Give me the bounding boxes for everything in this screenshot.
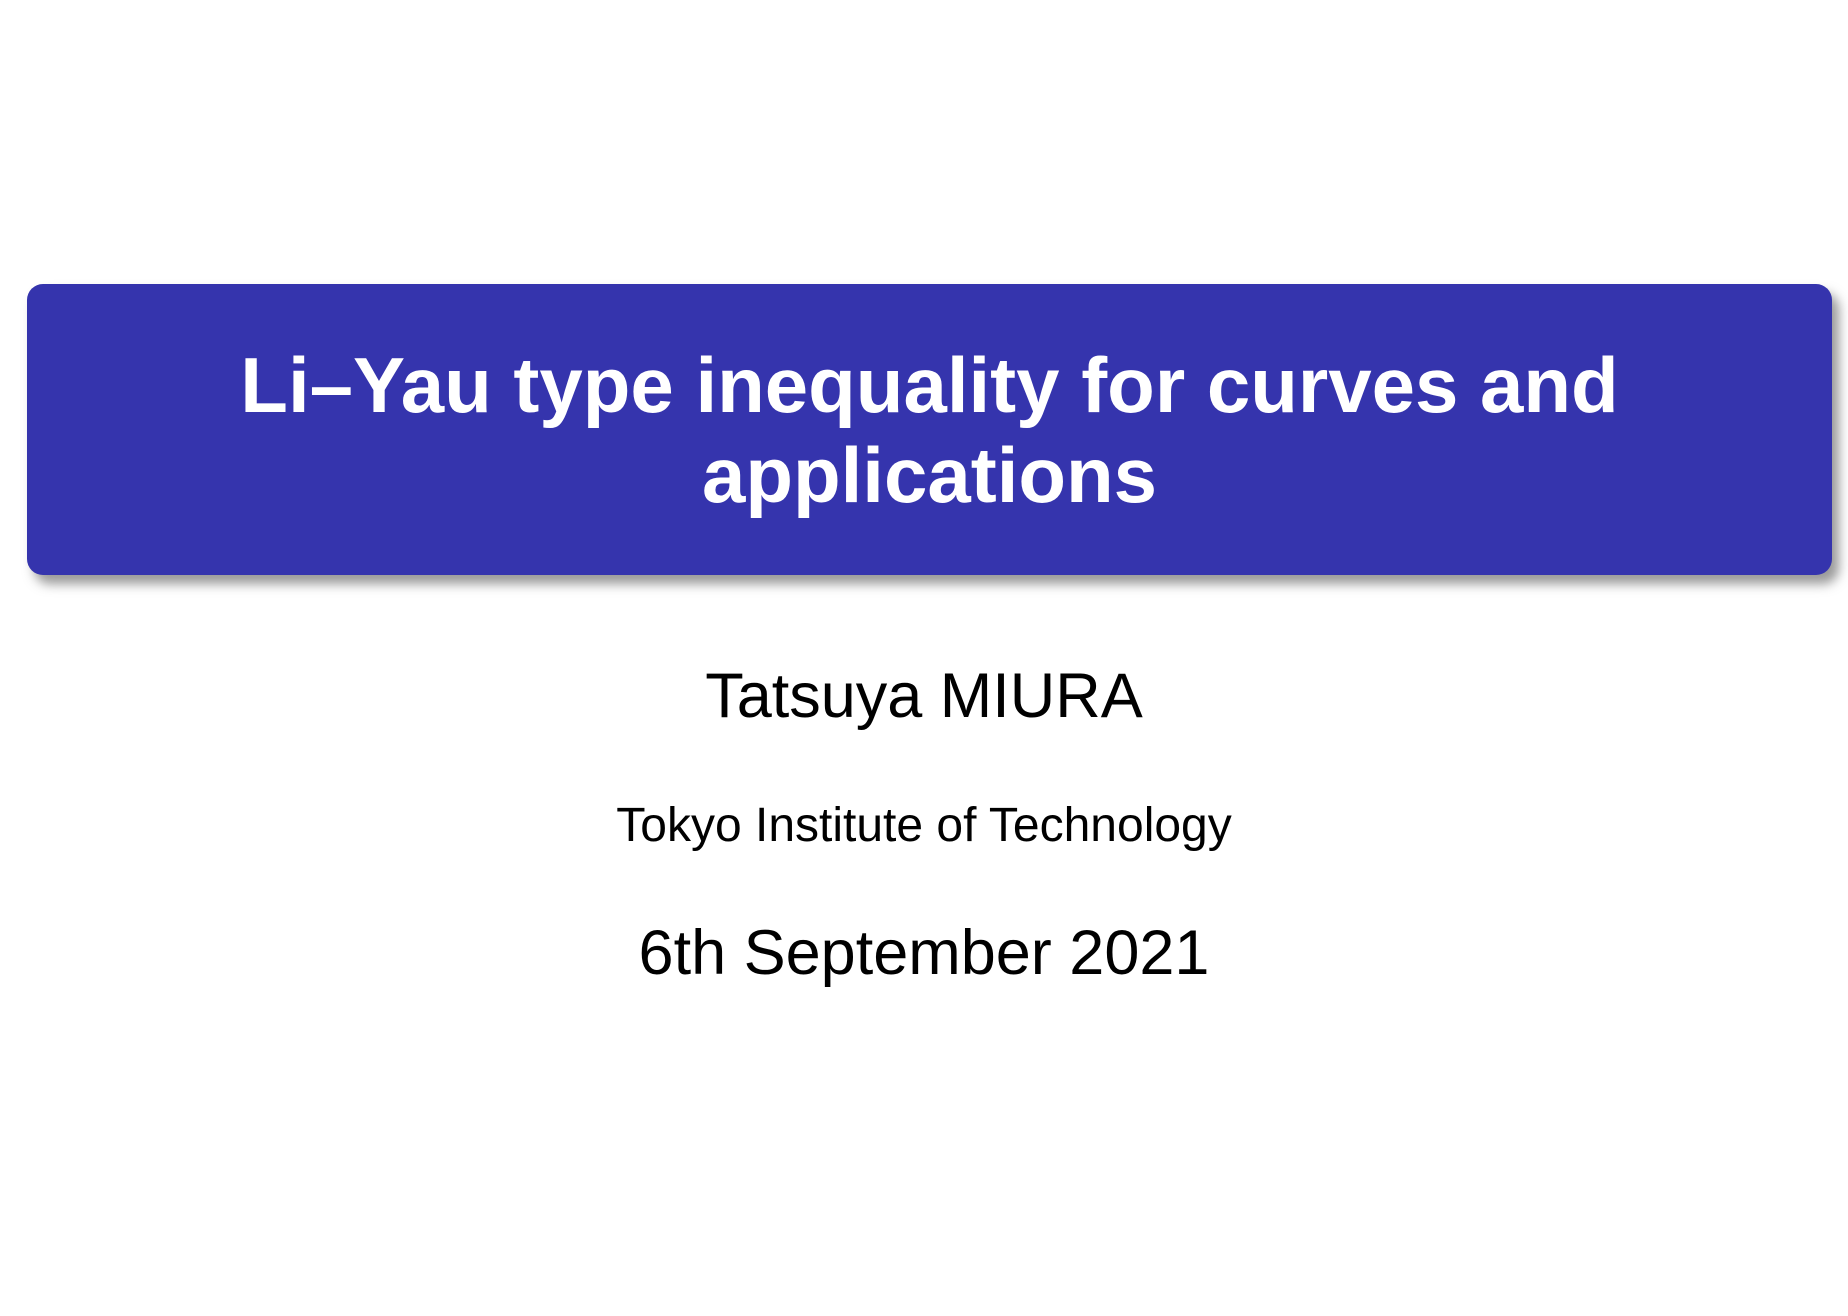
institute-name: Tokyo Institute of Technology — [616, 799, 1232, 852]
author-name: Tatsuya MIURA — [705, 661, 1143, 731]
presentation-date: 6th September 2021 — [638, 918, 1210, 988]
presentation-title: Li–Yau type inequality for curves and ap… — [240, 340, 1619, 519]
title-banner: Li–Yau type inequality for curves and ap… — [27, 284, 1832, 575]
